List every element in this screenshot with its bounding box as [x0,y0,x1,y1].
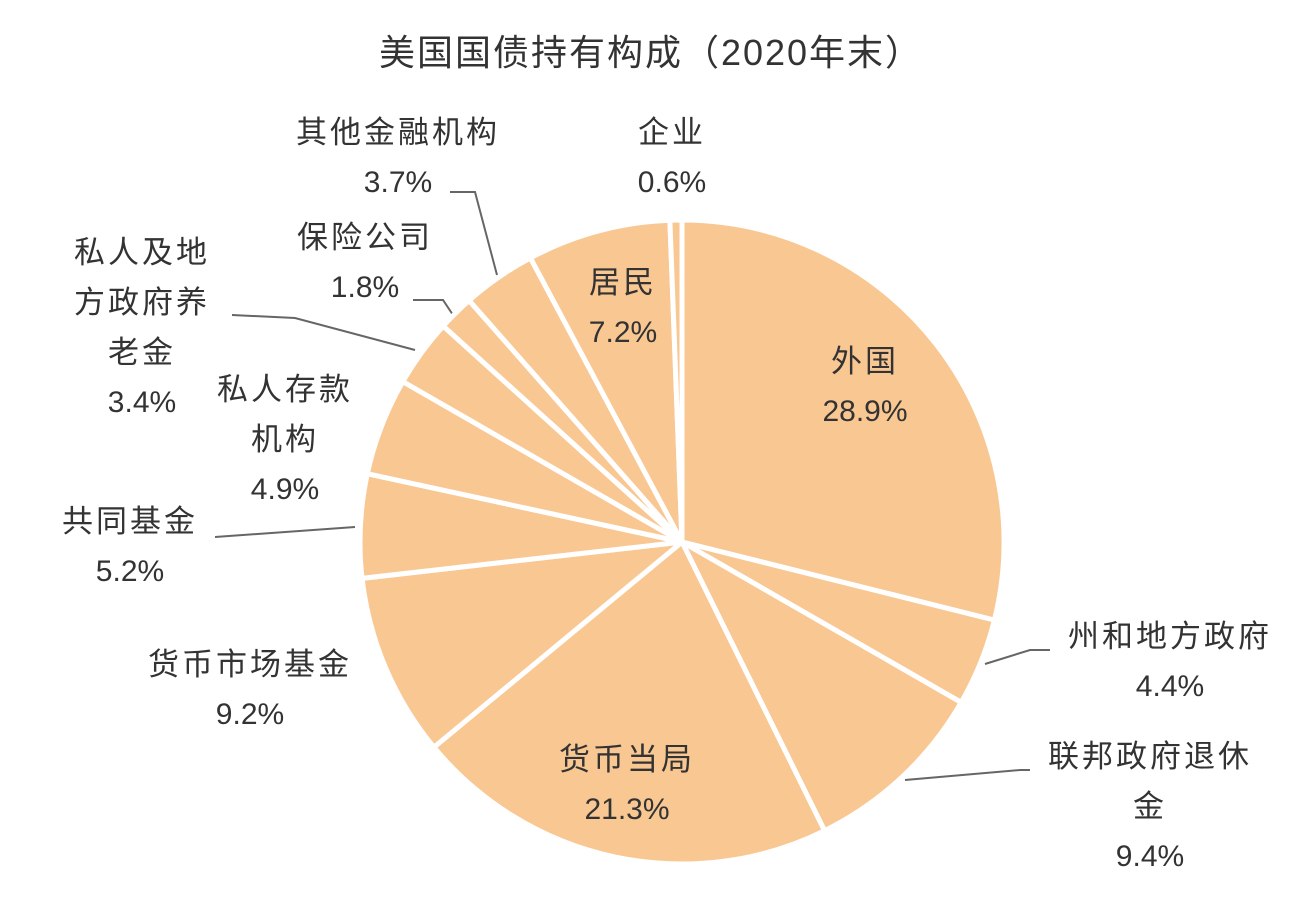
leader-line [231,314,416,351]
category-label: 其他金融机构 [296,115,500,150]
value-label: 9.4% [1115,840,1185,873]
category-label: 私人存款机构 [217,372,353,457]
value-label: 4.4% [1135,670,1205,703]
slice-label: 外国 28.9% [765,337,965,437]
value-label: 9.2% [215,698,285,731]
category-label: 州和地方政府 [1068,619,1272,654]
slice-label: 共同基金 5.2% [50,497,210,597]
slice-label: 其他金融机构 3.7% [278,108,518,208]
slice-label: 保险公司 1.8% [285,213,445,313]
slice-label: 私人及地方政府养老金 3.4% [67,228,217,428]
category-label: 联邦政府退休金 [1048,739,1252,824]
leader-line [984,649,1050,665]
leader-line [904,769,1030,781]
value-label: 3.7% [363,166,433,199]
chart-title: 美国国债持有构成（2020年末） [378,32,924,73]
pie-slice [679,539,964,834]
pie-slice [431,539,828,867]
category-label: 居民 [589,265,657,300]
slice-label: 联邦政府退休金 9.4% [1043,732,1258,882]
slice-label: 州和地方政府 4.4% [1040,612,1300,712]
value-label: 0.6% [637,166,707,199]
category-label: 私人及地方政府养老金 [74,235,210,370]
value-label: 3.4% [107,386,177,419]
pie-slice [679,217,1007,623]
category-label: 共同基金 [62,504,198,539]
slice-label: 货币市场基金 9.2% [130,640,370,740]
leader-line [450,191,498,276]
leader-line [214,526,356,538]
value-label: 4.9% [250,473,320,506]
slice-label: 企业 0.6% [612,108,732,208]
category-label: 企业 [638,115,706,150]
value-label: 5.2% [95,555,165,588]
category-label: 货币当局 [559,742,695,777]
value-label: 7.2% [588,316,658,349]
category-label: 货币市场基金 [148,647,352,682]
slice-label: 货币当局 21.3% [527,735,727,835]
value-label: 21.3% [584,793,670,826]
pie-slice [527,217,685,545]
category-label: 保险公司 [297,220,433,255]
pie-slice [359,539,685,750]
value-label: 1.8% [330,271,400,304]
leader-line [413,299,456,319]
slice-label: 私人存款机构 4.9% [210,365,360,515]
category-label: 外国 [831,344,899,379]
value-label: 28.9% [822,395,908,428]
pie-slice [667,217,685,545]
slice-label: 居民 7.2% [563,258,683,358]
